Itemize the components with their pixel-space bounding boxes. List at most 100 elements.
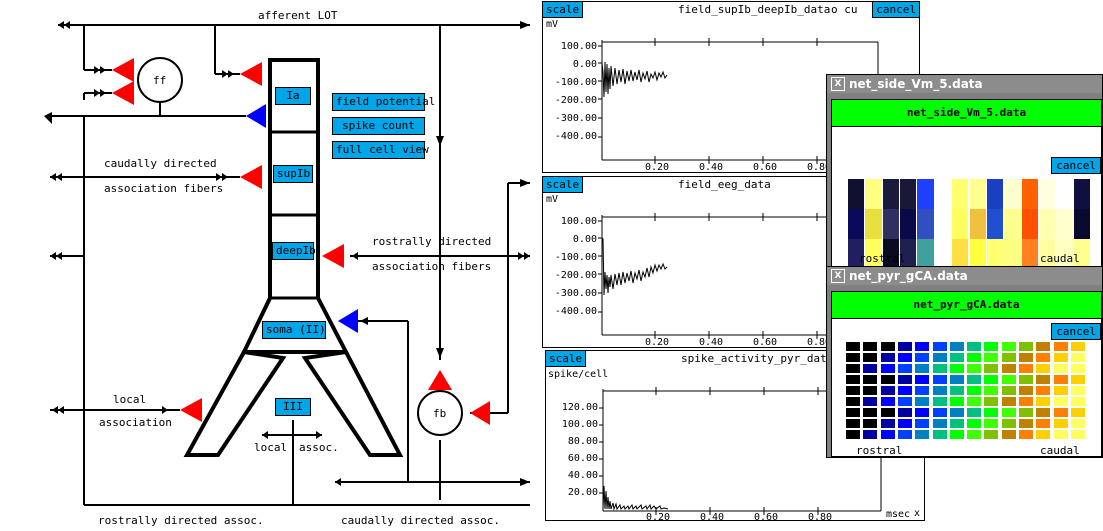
gca-grid-cell [1019, 419, 1033, 428]
vm-grid-cell [900, 179, 917, 209]
gca-grid-cell [846, 353, 860, 362]
compartment-iii-button[interactable]: III [275, 398, 311, 416]
graph1-xtick: 0.60 [753, 162, 778, 173]
gca-grid-cell [880, 342, 895, 351]
gca-grid-cell [897, 375, 912, 384]
vm-grid-cell [1056, 239, 1073, 267]
vm-grid-cell [969, 239, 986, 267]
graph3-close-icon[interactable]: x [914, 508, 921, 519]
graph3-xtick: 0.20 [646, 512, 671, 521]
vm-grid-cell [1073, 239, 1090, 267]
vm-grid-cell [1038, 239, 1056, 267]
vm-grid-cell [1056, 179, 1073, 209]
compartment-soma-button[interactable]: soma (II) [262, 321, 326, 339]
inhibitory-synapses [246, 104, 358, 333]
graph3-unit: spike/cell [548, 369, 609, 380]
gca-grid-cell [949, 353, 964, 362]
vm-cancel-button[interactable]: cancel [1051, 157, 1101, 174]
gca-grid-cell [967, 408, 982, 417]
gca-grid-cell [1019, 364, 1033, 373]
gca-grid-cell [897, 386, 912, 395]
gca-grid-cell [1019, 353, 1033, 362]
gca-grid-cell [1070, 375, 1085, 384]
vm-grid-cell [882, 239, 900, 267]
gca-grid-cell [984, 386, 999, 395]
gca-banner: net_pyr_gCA.data [832, 292, 1101, 319]
gca-grid-cell [915, 375, 930, 384]
gca-grid-cell [880, 375, 895, 384]
gca-grid-cell [915, 397, 930, 406]
gca-grid-cell [949, 386, 964, 395]
gca-grid-cell [1070, 353, 1085, 362]
gca-grid-cell [932, 364, 947, 373]
graph3-xunit: msec [886, 509, 911, 520]
gca-grid-cell [984, 397, 999, 406]
gca-grid-cell [1070, 386, 1085, 395]
graph2-xtick: 0.60 [753, 337, 778, 348]
graph2-xtick: 0.20 [645, 337, 670, 348]
vm-grid-cell [934, 179, 952, 209]
local-assoc-label-1: local [113, 393, 146, 406]
gca-grid-cell [915, 353, 930, 362]
gca-grid-cell [1001, 386, 1016, 395]
gca-grid-cell [880, 397, 895, 406]
spike-count-button[interactable]: spike count [332, 117, 425, 135]
vm-grid-cell [986, 239, 1004, 267]
gca-grid-cell [915, 419, 930, 428]
graph3-scale-button[interactable]: scale [546, 351, 587, 367]
graph3-xtick: 0.60 [754, 512, 779, 521]
caudal-assoc-label-2: association fibers [104, 182, 223, 195]
gca-grid-cell [967, 353, 982, 362]
graph-field-eeg: scale field_eeg_data mV 100.00 0.00 -100.0… [542, 176, 832, 348]
window-menu-icon[interactable]: X [831, 269, 845, 283]
vm-grid-cell [865, 209, 882, 239]
full-cell-view-button[interactable]: full cell view [332, 141, 429, 159]
gca-grid-cell [880, 353, 895, 362]
vm-color-grid [848, 179, 1091, 267]
gca-grid-cell [949, 408, 964, 417]
gca-grid-cell [967, 375, 982, 384]
gca-grid-cell [863, 386, 878, 395]
graph2-xtick: 0.40 [699, 337, 724, 348]
gca-grid-cell [880, 386, 895, 395]
graph1-extra-label: o cu [831, 3, 858, 16]
compartment-deepib-button[interactable]: deepIb [272, 242, 316, 260]
graph3-xtick: 0.40 [700, 512, 725, 521]
gca-grid-cell [932, 342, 947, 351]
gca-grid-cell [1036, 342, 1051, 351]
graph2-scale-button[interactable]: scale [543, 177, 584, 193]
vm-grid-cell [1073, 209, 1090, 239]
vm-grid-cell [882, 209, 900, 239]
gca-grid-cell [1070, 430, 1085, 439]
compartment-ia-button[interactable]: Ia [275, 87, 311, 105]
vm-grid-cell [1056, 209, 1073, 239]
gca-grid-cell [897, 364, 912, 373]
gca-grid-cell [846, 397, 860, 406]
gca-grid-cell [967, 430, 982, 439]
gca-grid-cell [1053, 386, 1068, 395]
vm-grid-cell [917, 179, 934, 209]
window-menu-icon[interactable]: X [831, 77, 845, 91]
gca-grid-cell [1036, 408, 1051, 417]
gca-grid-cell [1036, 364, 1051, 373]
gca-cancel-button[interactable]: cancel [1051, 323, 1101, 340]
gca-grid-cell [1070, 397, 1085, 406]
assoc-small-label: assoc. [299, 441, 339, 454]
gca-grid-cell [915, 430, 930, 439]
graph1-cancel-button[interactable]: cancel [872, 2, 919, 18]
compartment-supib-button[interactable]: supIb [273, 165, 313, 183]
gca-grid-cell [932, 386, 947, 395]
caudal-bottom-label: caudally directed assoc. [341, 514, 500, 527]
gca-grid-cell [880, 419, 895, 428]
vm-window-title: net_side_Vm_5.data [849, 77, 983, 91]
gca-grid-cell [949, 430, 964, 439]
gca-grid-cell [863, 408, 878, 417]
vm-banner: net_side_Vm_5.data [832, 100, 1101, 127]
vm-grid-cell [1038, 179, 1056, 209]
field-potential-button[interactable]: field potential [332, 93, 435, 111]
graph1-scale-button[interactable]: scale [543, 2, 584, 18]
gca-grid-cell [863, 364, 878, 373]
